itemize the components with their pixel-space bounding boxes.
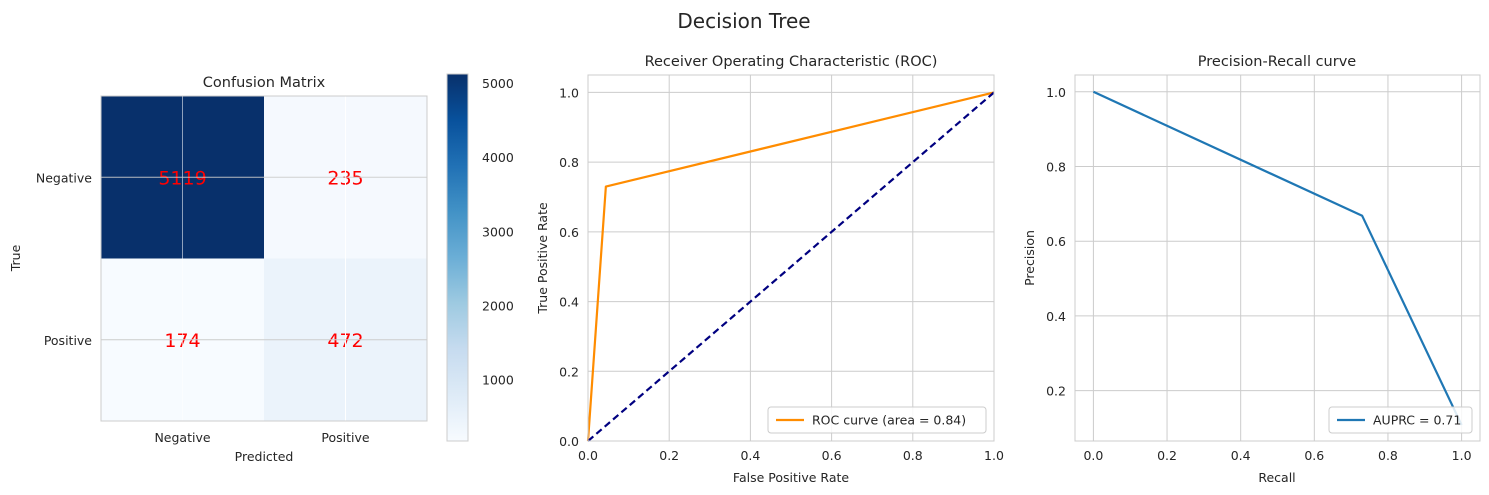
pr-title: Precision-Recall curve [1198, 54, 1357, 70]
roc-legend-label: ROC curve (area = 0.84) [812, 413, 966, 428]
roc-plot: 0.0 0.2 0.4 0.6 0.8 1.0 0.0 0.2 0.4 0.6 0.8 1.0 ROC … [559, 74, 1004, 463]
colorbar-tick-label: 5000 [482, 76, 514, 91]
roc-ylabel: True Positive Rate [535, 202, 550, 315]
roc-xtick-label: 0.8 [903, 448, 923, 463]
confusion-matrix-frame [100, 95, 428, 422]
roc-panel: Receiver Operating Characteristic (ROC) … [535, 54, 1004, 485]
pr-ytick-label: 0.2 [1046, 384, 1066, 399]
colorbar-tick-label: 3000 [482, 224, 514, 239]
roc-ytick-label: 0.2 [559, 364, 579, 379]
pr-xtick-label: 0.0 [1083, 448, 1103, 463]
cm-ytick-label: Negative [36, 170, 92, 185]
roc-xlabel: False Positive Rate [733, 470, 849, 485]
pr-frame [1074, 74, 1481, 442]
confusion-matrix-xlabel: Predicted [235, 449, 294, 464]
roc-ytick-label: 0.4 [559, 295, 579, 310]
pr-panel: Precision-Recall curve 0.0 0.2 0.4 0.6 0.8 1.… [1022, 54, 1481, 485]
pr-xtick-label: 0.4 [1231, 448, 1251, 463]
pr-xtick-label: 0.8 [1378, 448, 1398, 463]
roc-series-reference-1 [587, 91, 995, 442]
pr-xtick-label: 1.0 [1452, 448, 1472, 463]
roc-ytick-label: 0.0 [559, 434, 579, 449]
roc-xtick-label: 0.0 [578, 448, 598, 463]
pr-ytick-label: 0.4 [1046, 309, 1066, 324]
confusion-matrix-title: Confusion Matrix [203, 75, 326, 91]
pr-plot-area [1075, 75, 1480, 441]
pr-ytick-label: 0.8 [1046, 160, 1066, 175]
pr-legend-box [1328, 406, 1473, 434]
pr-ylabel: Precision [1022, 230, 1037, 286]
confusion-matrix-grid [101, 96, 427, 421]
colorbar-ticks: 1000 2000 3000 4000 5000 [482, 76, 514, 388]
roc-xtick-label: 0.2 [659, 448, 679, 463]
pr-legend-label: AUPRC = 0.71 [1373, 413, 1461, 428]
confusion-matrix-ticks: Negative Positive Negative Positive [36, 170, 370, 445]
roc-title: Receiver Operating Characteristic (ROC) [645, 54, 938, 70]
roc-legend: ROC curve (area = 0.84) [767, 406, 987, 434]
colorbar [446, 73, 469, 442]
pr-series-auprc-0-71 [1092, 90, 1463, 426]
roc-series-roc-curve-area-0-84 [586, 91, 995, 442]
colorbar-tick-label: 1000 [482, 373, 514, 388]
pr-xlabel: Recall [1258, 470, 1295, 485]
roc-xtick-label: 1.0 [984, 448, 1004, 463]
roc-xtick-label: 0.4 [740, 448, 760, 463]
roc-ytick-label: 1.0 [559, 85, 579, 100]
pr-plot: 0.0 0.2 0.4 0.6 0.8 1.0 0.2 0.4 0.6 0.8 1.0 AUPRC =… [1046, 74, 1481, 463]
cm-xtick-label: Negative [154, 430, 210, 445]
roc-plot-area [588, 75, 994, 441]
figure-title: Decision Tree [677, 9, 810, 33]
roc-xtick-label: 0.6 [822, 448, 842, 463]
pr-xtick-label: 0.2 [1157, 448, 1177, 463]
colorbar-tick-label: 4000 [482, 150, 514, 165]
roc-legend-box [767, 406, 987, 434]
roc-ytick-label: 0.6 [559, 225, 579, 240]
cm-ytick-label: Positive [44, 333, 92, 348]
pr-ytick-label: 0.6 [1046, 234, 1066, 249]
colorbar-tick-label: 2000 [482, 298, 514, 313]
cm-xtick-label: Positive [321, 430, 369, 445]
roc-frame [587, 74, 995, 442]
confusion-matrix-ylabel: True [8, 244, 23, 272]
pr-xtick-label: 0.6 [1304, 448, 1324, 463]
pr-legend: AUPRC = 0.71 [1328, 406, 1473, 434]
pr-ytick-label: 1.0 [1046, 85, 1066, 100]
roc-ytick-label: 0.8 [559, 155, 579, 170]
